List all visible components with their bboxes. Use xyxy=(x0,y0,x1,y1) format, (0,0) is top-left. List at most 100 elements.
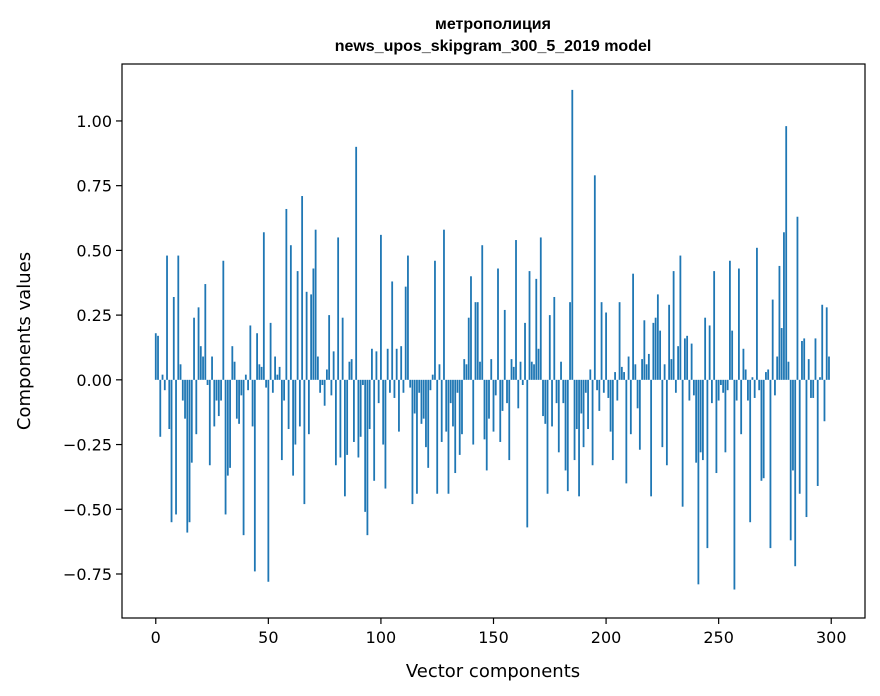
bar-50 xyxy=(267,379,270,582)
bar-295 xyxy=(819,377,821,380)
bar-27 xyxy=(215,379,218,401)
bar-179 xyxy=(557,379,560,453)
y-axis-label: Components values xyxy=(14,252,35,430)
bar-148 xyxy=(488,379,490,419)
bar-247 xyxy=(711,379,713,404)
bar-130 xyxy=(447,379,450,494)
bar-138 xyxy=(465,364,468,380)
bar-222 xyxy=(654,317,657,380)
bar-146 xyxy=(483,379,486,440)
bar-128 xyxy=(443,229,445,380)
bar-239 xyxy=(692,379,695,396)
bar-149 xyxy=(490,359,493,380)
bar-106 xyxy=(393,379,396,398)
bar-94 xyxy=(366,379,369,536)
bar-103 xyxy=(386,348,389,380)
bar-160 xyxy=(515,240,517,380)
bar-267 xyxy=(756,247,758,380)
bar-21 xyxy=(202,356,204,380)
bar-51 xyxy=(269,322,272,380)
bar-142 xyxy=(474,302,477,380)
bar-174 xyxy=(546,379,549,494)
bar-261 xyxy=(742,348,745,380)
bar-166 xyxy=(528,271,531,380)
bar-58 xyxy=(285,208,288,380)
bar-60 xyxy=(289,245,292,380)
bar-46 xyxy=(258,364,261,380)
bar-88 xyxy=(353,379,355,442)
bar-220 xyxy=(650,379,653,497)
bar-216 xyxy=(641,359,643,380)
bar-292 xyxy=(812,379,815,398)
chart-subtitle: news_upos_skipgram_300_5_2019 model xyxy=(335,38,652,55)
bar-246 xyxy=(708,325,711,380)
bar-288 xyxy=(803,338,806,380)
bar-173 xyxy=(544,379,547,424)
bar-203 xyxy=(611,379,614,461)
bar-69 xyxy=(310,294,313,380)
bar-109 xyxy=(400,346,403,380)
bar-194 xyxy=(591,379,594,466)
bar-278 xyxy=(780,328,783,380)
bar-272 xyxy=(767,369,770,380)
bar-14 xyxy=(186,379,189,533)
bar-296 xyxy=(821,304,824,380)
bar-115 xyxy=(413,379,416,414)
bar-38 xyxy=(240,379,243,396)
bar-145 xyxy=(481,245,484,380)
bar-4 xyxy=(163,379,166,391)
bar-289 xyxy=(805,379,808,518)
bar-287 xyxy=(801,341,803,380)
x-tick-label-200: 200 xyxy=(591,628,622,647)
bar-193 xyxy=(589,369,592,380)
bar-262 xyxy=(744,369,747,380)
bar-167 xyxy=(530,361,533,380)
bar-293 xyxy=(814,338,817,380)
bar-30 xyxy=(222,260,225,380)
bar-42 xyxy=(249,325,252,380)
bar-48 xyxy=(262,232,265,380)
bar-129 xyxy=(445,379,448,432)
bar-61 xyxy=(292,379,295,476)
bar-144 xyxy=(479,361,481,380)
bar-256 xyxy=(731,330,734,380)
bar-36 xyxy=(235,379,238,419)
bar-275 xyxy=(774,379,776,396)
bar-219 xyxy=(647,353,650,380)
bar-65 xyxy=(301,196,304,380)
bar-131 xyxy=(449,379,452,404)
bar-290 xyxy=(807,359,810,380)
bar-255 xyxy=(729,260,731,380)
bar-186 xyxy=(573,379,576,461)
bar-31 xyxy=(224,379,227,515)
bar-183 xyxy=(566,379,569,492)
bar-153 xyxy=(499,379,502,442)
bar-77 xyxy=(328,315,331,380)
bar-54 xyxy=(276,374,279,380)
bar-185 xyxy=(571,89,574,380)
bar-232 xyxy=(677,346,680,380)
bar-124 xyxy=(434,260,436,380)
bar-118 xyxy=(420,379,423,424)
bar-276 xyxy=(776,356,779,380)
bar-258 xyxy=(735,379,738,401)
bar-78 xyxy=(330,379,333,396)
y-tick-label-0: −0.75 xyxy=(63,565,112,584)
bar-35 xyxy=(233,361,236,380)
bar-116 xyxy=(416,379,418,494)
bar-87 xyxy=(350,359,353,380)
bar-79 xyxy=(332,351,335,380)
bar-223 xyxy=(656,294,659,380)
bar-281 xyxy=(787,361,790,380)
bar-76 xyxy=(325,369,328,380)
bar-191 xyxy=(584,379,587,393)
bar-291 xyxy=(810,379,812,398)
bar-5 xyxy=(166,255,168,380)
bar-73 xyxy=(319,379,322,393)
bar-122 xyxy=(429,379,432,391)
bar-123 xyxy=(431,374,434,380)
y-tick-label-1: −0.50 xyxy=(63,500,112,519)
bar-127 xyxy=(440,379,443,442)
bar-188 xyxy=(578,379,580,497)
